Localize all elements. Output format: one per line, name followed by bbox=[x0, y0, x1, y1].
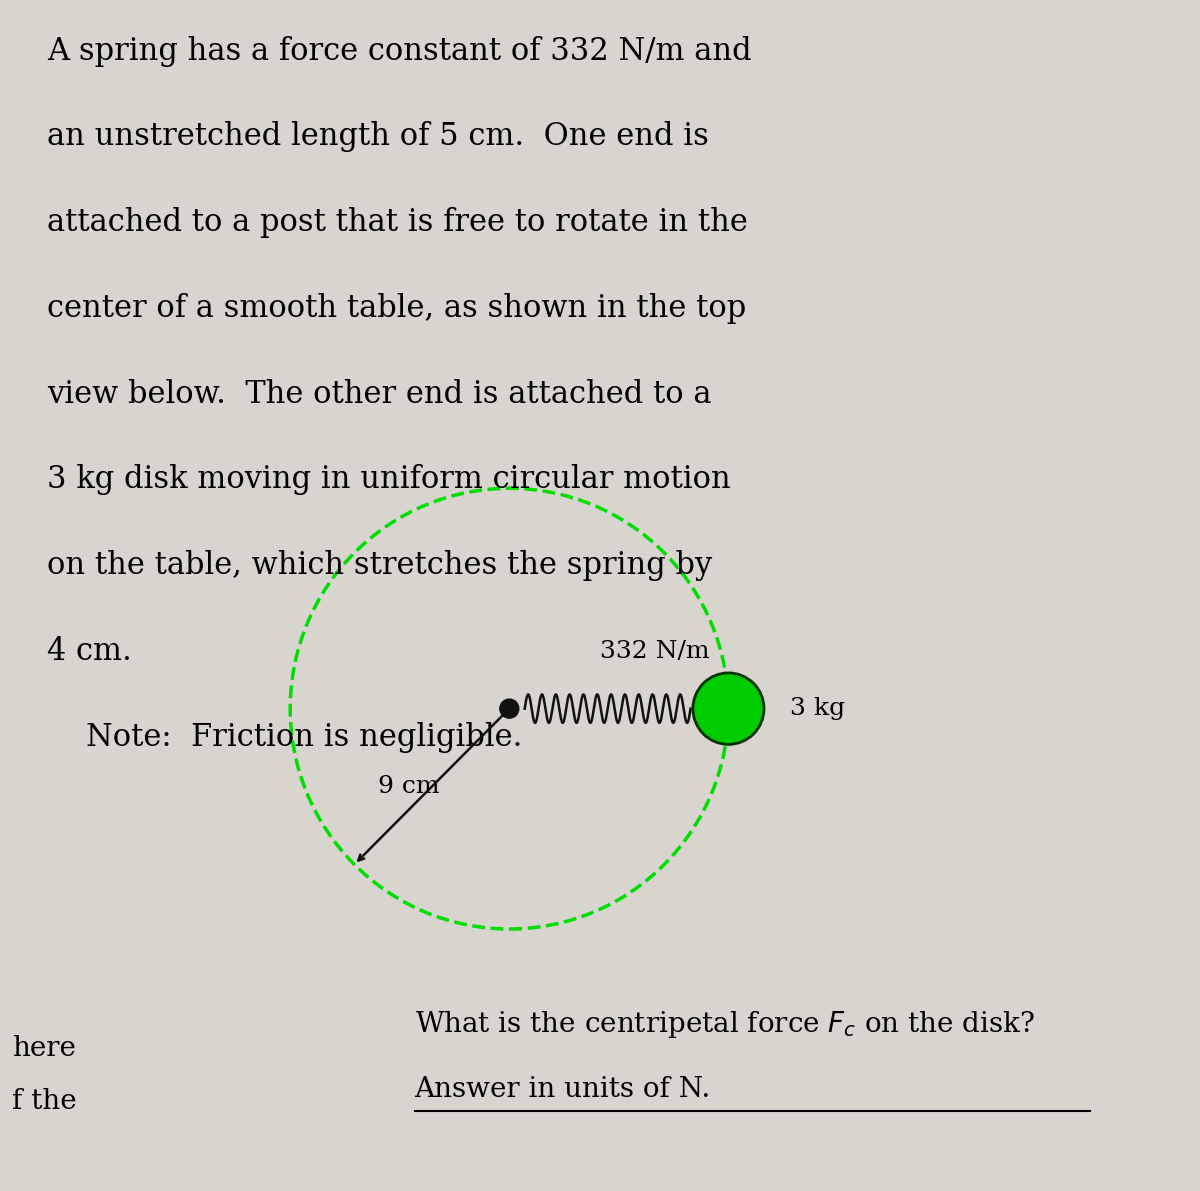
Text: f the: f the bbox=[12, 1089, 77, 1115]
Text: center of a smooth table, as shown in the top: center of a smooth table, as shown in th… bbox=[47, 293, 746, 324]
Text: on the table, which stretches the spring by: on the table, which stretches the spring… bbox=[47, 550, 713, 581]
Circle shape bbox=[692, 673, 764, 744]
Text: Answer in units of N.: Answer in units of N. bbox=[414, 1077, 710, 1103]
Text: 332 N/m: 332 N/m bbox=[600, 640, 709, 663]
Text: A spring has a force constant of 332 N/m and: A spring has a force constant of 332 N/m… bbox=[47, 36, 752, 67]
Text: 4 cm.: 4 cm. bbox=[47, 636, 132, 667]
Text: here: here bbox=[12, 1035, 76, 1061]
Text: view below.  The other end is attached to a: view below. The other end is attached to… bbox=[47, 379, 712, 410]
Text: attached to a post that is free to rotate in the: attached to a post that is free to rotat… bbox=[47, 207, 749, 238]
Text: 9 cm: 9 cm bbox=[378, 774, 439, 798]
Text: 3 kg disk moving in uniform circular motion: 3 kg disk moving in uniform circular mot… bbox=[47, 464, 731, 495]
Text: What is the centripetal force $F_c$ on the disk?: What is the centripetal force $F_c$ on t… bbox=[414, 1009, 1034, 1040]
Text: an unstretched length of 5 cm.  One end is: an unstretched length of 5 cm. One end i… bbox=[47, 121, 709, 152]
Circle shape bbox=[500, 699, 518, 718]
Text: Note:  Friction is negligible.: Note: Friction is negligible. bbox=[47, 722, 523, 753]
Text: 3 kg: 3 kg bbox=[790, 697, 845, 721]
